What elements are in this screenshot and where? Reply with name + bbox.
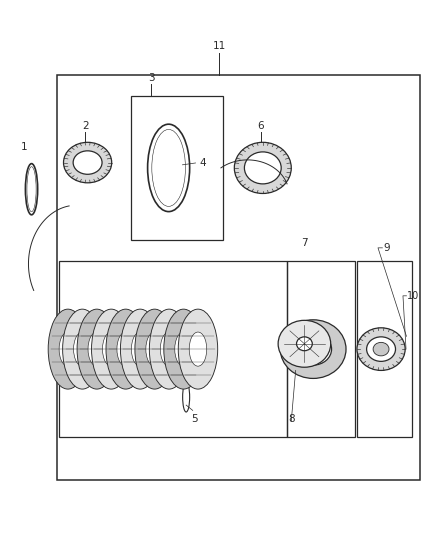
Ellipse shape <box>164 309 203 389</box>
Ellipse shape <box>234 142 291 193</box>
Text: 9: 9 <box>383 243 390 253</box>
Ellipse shape <box>149 309 189 389</box>
Ellipse shape <box>146 332 163 366</box>
Ellipse shape <box>102 332 120 366</box>
Ellipse shape <box>131 332 149 366</box>
Ellipse shape <box>92 309 131 389</box>
Ellipse shape <box>73 151 102 174</box>
Ellipse shape <box>278 320 331 367</box>
Ellipse shape <box>48 309 88 389</box>
Text: 5: 5 <box>191 414 198 424</box>
Ellipse shape <box>64 142 112 183</box>
Ellipse shape <box>74 332 91 366</box>
Bar <box>287 261 355 437</box>
Ellipse shape <box>178 309 218 389</box>
Ellipse shape <box>175 332 192 366</box>
Ellipse shape <box>373 342 389 356</box>
Text: 4: 4 <box>199 158 206 167</box>
Text: 8: 8 <box>288 414 295 424</box>
Text: 2: 2 <box>82 120 89 131</box>
Ellipse shape <box>88 332 106 366</box>
Ellipse shape <box>117 332 134 366</box>
Ellipse shape <box>189 332 207 366</box>
Text: 6: 6 <box>257 120 264 131</box>
Bar <box>57 75 420 480</box>
Text: 7: 7 <box>301 238 308 248</box>
Ellipse shape <box>106 309 145 389</box>
Text: 11: 11 <box>212 41 226 51</box>
Text: 10: 10 <box>407 291 420 301</box>
Bar <box>357 261 412 437</box>
Ellipse shape <box>244 152 281 184</box>
Ellipse shape <box>135 309 174 389</box>
Ellipse shape <box>295 333 332 365</box>
Bar <box>131 96 223 240</box>
Ellipse shape <box>77 309 117 389</box>
Text: 3: 3 <box>148 72 155 83</box>
Ellipse shape <box>120 309 160 389</box>
Ellipse shape <box>357 328 405 370</box>
Ellipse shape <box>280 320 346 378</box>
Ellipse shape <box>367 337 396 361</box>
Ellipse shape <box>160 332 178 366</box>
Ellipse shape <box>297 337 312 351</box>
Bar <box>59 261 287 437</box>
Text: 1: 1 <box>21 142 28 152</box>
Ellipse shape <box>63 309 102 389</box>
Ellipse shape <box>59 332 77 366</box>
